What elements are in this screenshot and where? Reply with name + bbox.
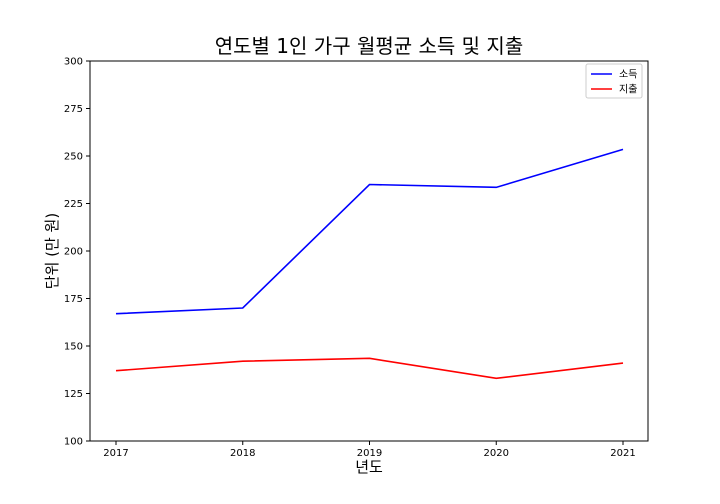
x-tick-label: 2017 [103, 448, 128, 459]
series-line-2 [115, 357, 624, 380]
y-tick-label: 150 [64, 342, 83, 353]
x-tick-label: 2018 [230, 448, 255, 459]
x-tick-label: 2020 [484, 448, 509, 459]
legend-label: 소득 [619, 69, 637, 81]
y-axis: 100 125 150 175 200 225 250 275 300 [64, 57, 90, 448]
y-axis-label: 단위 (만 원) [43, 213, 61, 289]
x-tick-label: 2019 [357, 448, 382, 459]
y-tick-label: 200 [64, 247, 83, 258]
plot-area [89, 60, 649, 442]
y-tick-label: 275 [64, 104, 83, 115]
y-tick-label: 250 [64, 152, 83, 163]
series-lines [115, 148, 624, 380]
series-line-1 [115, 148, 624, 315]
x-axis: 2017 2018 2019 2020 2021 [103, 441, 636, 459]
y-tick-label: 125 [64, 389, 83, 400]
legend-label: 지출 [619, 84, 637, 96]
y-tick-label: 300 [64, 57, 83, 68]
x-axis-label: 년도 [355, 458, 383, 476]
y-tick-label: 100 [64, 437, 83, 448]
x-tick-label: 2021 [610, 448, 635, 459]
y-tick-label: 225 [64, 199, 83, 210]
chart-title: 연도별 1인 가구 월평균 소득 및 지출 [215, 34, 523, 58]
y-tick-label: 175 [64, 294, 83, 305]
